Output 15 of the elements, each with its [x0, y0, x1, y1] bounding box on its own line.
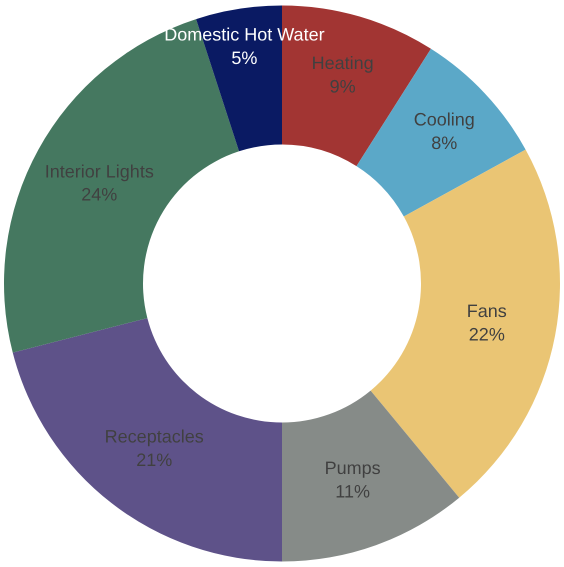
donut-slice	[12, 318, 282, 562]
data-label: 24%	[81, 184, 118, 205]
slice-label: Interior Lights	[44, 161, 154, 182]
donut-slice	[282, 390, 460, 562]
data-label: 9%	[330, 76, 356, 96]
data-label: 21%	[136, 450, 172, 470]
data-label: 8%	[431, 132, 458, 153]
slice-label: Fans	[466, 300, 507, 321]
slice-label: Cooling	[414, 109, 475, 130]
data-label: 22%	[468, 324, 505, 344]
slice-label: Receptacles	[104, 426, 204, 447]
data-label: 11%	[335, 481, 370, 502]
data-label: 5%	[231, 48, 258, 68]
slice-label: Heating	[312, 53, 374, 74]
slice-label: Pumps	[324, 458, 381, 478]
